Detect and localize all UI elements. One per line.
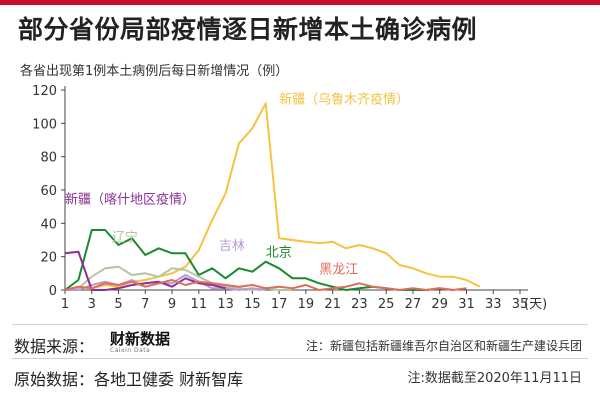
logo-text: 财新数据 <box>110 330 171 348</box>
raw-data-source: 原始数据：各地卫健委 财新智库 <box>14 370 244 389</box>
series-label-2: 辽宁 <box>112 230 138 246</box>
x-tick-label-27: 27 <box>405 297 422 312</box>
x-tick-label-3: 3 <box>88 297 96 312</box>
region-note: 注：新疆包括新疆维吾尔自治区和新疆生产建设兵团 <box>305 339 582 353</box>
y-tick-label-120: 120 <box>32 84 57 99</box>
footer-divider-2 <box>12 358 588 359</box>
series-label-1: 新疆（喀什地区疫情） <box>65 191 195 207</box>
series-line-4 <box>64 250 226 291</box>
x-tick-label-1: 1 <box>61 297 69 312</box>
chart-subtitle: 各省出现第1例本土病例后每日新增情况（例） <box>20 64 289 79</box>
x-tick-label-35: 35 <box>512 297 529 312</box>
y-tick-label-0: 0 <box>49 284 57 299</box>
y-tick-label-80: 80 <box>40 151 57 166</box>
top-accent-bar <box>0 0 600 5</box>
data-cutoff-note: 注:数据截至2020年11月11日 <box>407 371 582 386</box>
x-tick-label-5: 5 <box>114 297 122 312</box>
series-line-5 <box>64 279 467 291</box>
x-tick-label-11: 11 <box>191 297 208 312</box>
caixin-data-logo: 财新数据 Caixin Data <box>110 331 180 355</box>
y-tick-label-40: 40 <box>40 217 57 232</box>
x-tick-label-23: 23 <box>351 297 368 312</box>
logo-subtext: Caixin Data <box>110 347 151 354</box>
y-tick-label-60: 60 <box>40 184 57 199</box>
x-tick-label-19: 19 <box>298 297 315 312</box>
series-label-5: 黑龙江 <box>319 262 358 277</box>
x-tick-label-9: 9 <box>168 297 176 312</box>
y-tick-label-20: 20 <box>40 251 57 266</box>
x-tick-label-17: 17 <box>271 297 288 312</box>
x-tick-label-31: 31 <box>458 297 475 312</box>
series-label-4: 北京 <box>266 246 292 261</box>
page-title: 部分省份局部疫情逐日新增本土确诊病例 <box>18 15 478 44</box>
x-tick-label-7: 7 <box>141 297 149 312</box>
x-tick-label-33: 33 <box>485 297 502 312</box>
x-tick-label-13: 13 <box>217 297 234 312</box>
source-label: 数据来源： <box>14 337 95 356</box>
x-tick-label-15: 15 <box>244 297 261 312</box>
series-line-2 <box>64 265 293 291</box>
x-tick-label-21: 21 <box>324 297 341 312</box>
x-tick-label-29: 29 <box>431 297 448 312</box>
x-tick-label-25: 25 <box>378 297 395 312</box>
series-label-3: 吉林 <box>219 239 245 254</box>
y-tick-label-100: 100 <box>32 117 57 132</box>
footer-divider <box>12 324 588 325</box>
x-axis-label: (天) <box>524 297 547 312</box>
series-label-0: 新疆（乌鲁木齐疫情） <box>279 91 409 107</box>
